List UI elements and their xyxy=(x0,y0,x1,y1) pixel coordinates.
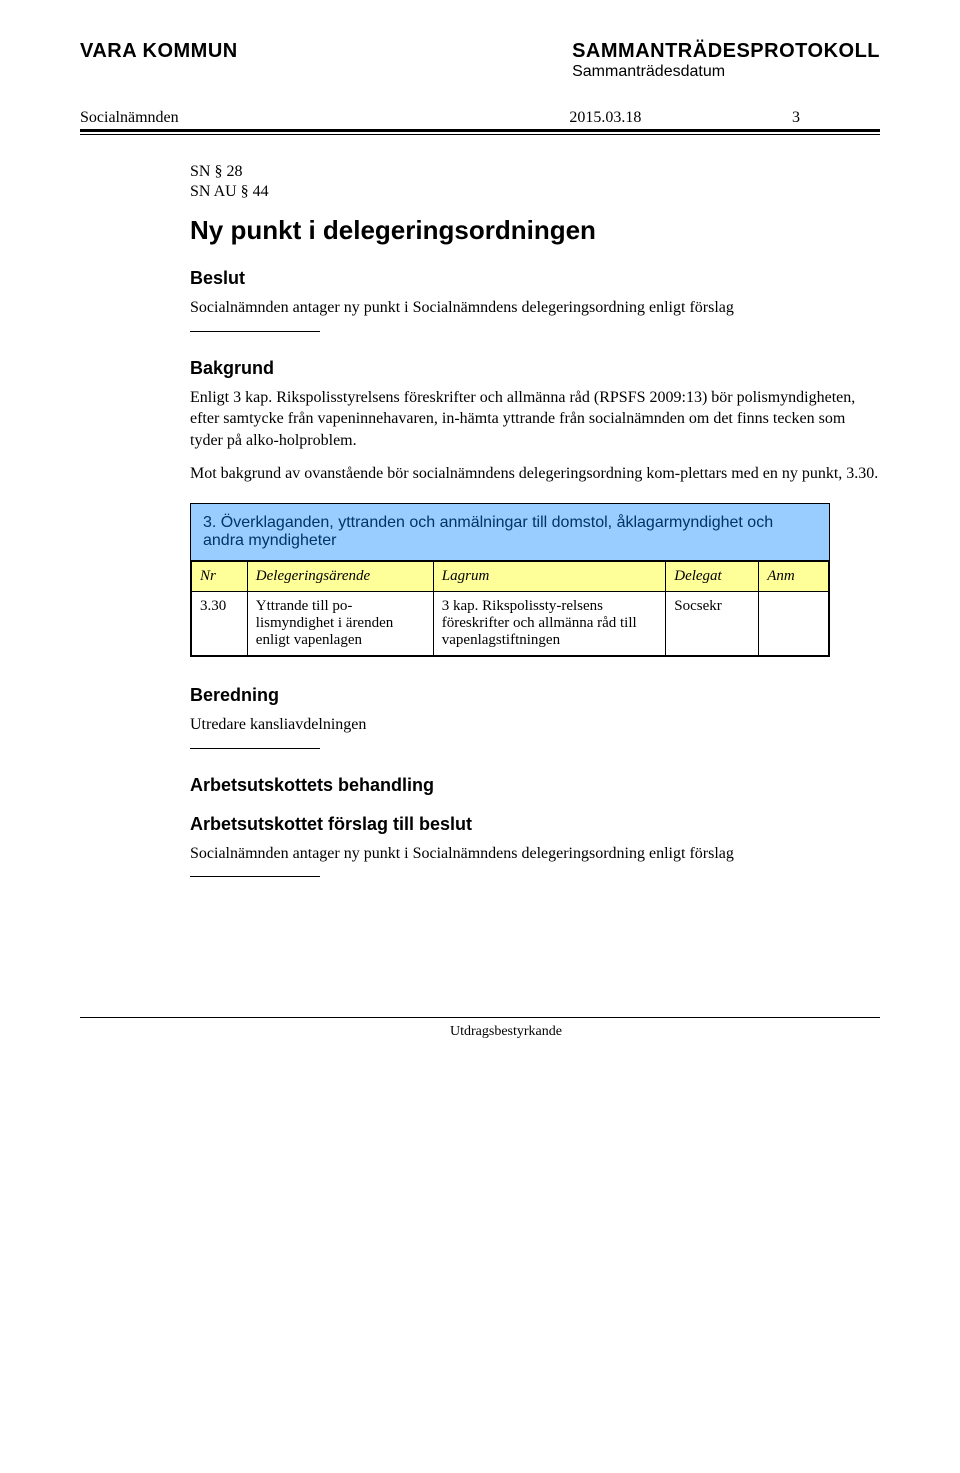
col-delegat: Delegat xyxy=(666,561,759,591)
committee-name: Socialnämnden xyxy=(80,109,179,127)
meeting-date: 2015.03.18 xyxy=(569,109,641,127)
divider xyxy=(190,748,320,749)
bakgrund-p2: Mot bakgrund av ovanstående bör socialnä… xyxy=(190,463,880,485)
col-anm: Anm xyxy=(759,561,829,591)
ref-sn-au: SN AU § 44 xyxy=(190,183,880,201)
au-heading: Arbetsutskottets behandling xyxy=(190,775,880,796)
doc-subtitle: Sammanträdesdatum xyxy=(572,63,880,81)
col-lagrum: Lagrum xyxy=(433,561,665,591)
header-right: SAMMANTRÄDESPROTOKOLL Sammanträdesdatum xyxy=(572,40,880,81)
cell-anm xyxy=(759,591,829,655)
au-sub-heading: Arbetsutskottet förslag till beslut xyxy=(190,814,880,835)
org-name: VARA KOMMUN xyxy=(80,40,238,81)
header-rule xyxy=(80,129,880,135)
beslut-heading: Beslut xyxy=(190,268,880,289)
cell-delegat: Socsekr xyxy=(666,591,759,655)
beredning-heading: Beredning xyxy=(190,685,880,706)
footer-label: Utdragsbestyrkande xyxy=(80,1024,880,1040)
au-text: Socialnämnden antager ny punkt i Socialn… xyxy=(190,843,880,865)
section-header: 3. Överklaganden, yttranden och anmälnin… xyxy=(191,504,829,561)
cell-lagrum: 3 kap. Rikspolissty-relsens föreskrifter… xyxy=(433,591,665,655)
page-number: 3 xyxy=(792,109,800,127)
cell-arende: Yttrande till po-lismyndighet i ärenden … xyxy=(247,591,433,655)
col-nr: Nr xyxy=(192,561,248,591)
col-arende: Delegeringsärende xyxy=(247,561,433,591)
ref-sn: SN § 28 xyxy=(190,163,880,181)
cell-nr: 3.30 xyxy=(192,591,248,655)
bakgrund-heading: Bakgrund xyxy=(190,358,880,379)
doc-type: SAMMANTRÄDESPROTOKOLL xyxy=(572,40,880,63)
content-area: SN § 28 SN AU § 44 Ny punkt i delegering… xyxy=(80,163,880,877)
beslut-text: Socialnämnden antager ny punkt i Socialn… xyxy=(190,297,880,319)
bakgrund-p1: Enligt 3 kap. Rikspolisstyrelsens föresk… xyxy=(190,387,880,452)
divider xyxy=(190,331,320,332)
table-row: 3.30 Yttrande till po-lismyndighet i äre… xyxy=(192,591,829,655)
meta-row: Socialnämnden 2015.03.18 3 xyxy=(80,109,880,127)
divider xyxy=(190,876,320,877)
delegation-table: Nr Delegeringsärende Lagrum Delegat Anm … xyxy=(191,561,829,656)
page-title: Ny punkt i delegeringsordningen xyxy=(190,215,880,246)
delegation-section: 3. Överklaganden, yttranden och anmälnin… xyxy=(190,503,830,657)
footer-rule xyxy=(80,1017,880,1018)
beredning-text: Utredare kansliavdelningen xyxy=(190,714,880,736)
page-header: VARA KOMMUN SAMMANTRÄDESPROTOKOLL Samman… xyxy=(80,40,880,81)
table-header-row: Nr Delegeringsärende Lagrum Delegat Anm xyxy=(192,561,829,591)
